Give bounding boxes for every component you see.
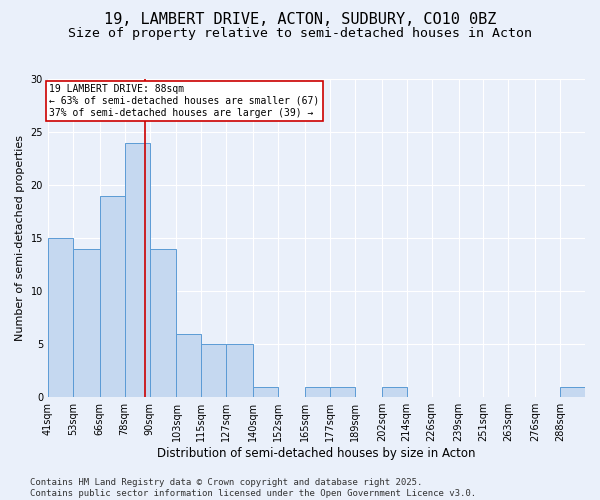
- Bar: [100, 196, 125, 397]
- Text: 19 LAMBERT DRIVE: 88sqm
← 63% of semi-detached houses are smaller (67)
37% of se: 19 LAMBERT DRIVE: 88sqm ← 63% of semi-de…: [49, 84, 319, 117]
- Bar: [48, 238, 73, 397]
- Bar: [226, 344, 253, 397]
- Bar: [330, 386, 355, 397]
- Bar: [149, 248, 176, 397]
- Bar: [560, 386, 585, 397]
- Text: Size of property relative to semi-detached houses in Acton: Size of property relative to semi-detach…: [68, 28, 532, 40]
- Text: 19, LAMBERT DRIVE, ACTON, SUDBURY, CO10 0BZ: 19, LAMBERT DRIVE, ACTON, SUDBURY, CO10 …: [104, 12, 496, 28]
- X-axis label: Distribution of semi-detached houses by size in Acton: Distribution of semi-detached houses by …: [157, 447, 476, 460]
- Text: Contains HM Land Registry data © Crown copyright and database right 2025.
Contai: Contains HM Land Registry data © Crown c…: [30, 478, 476, 498]
- Bar: [253, 386, 278, 397]
- Y-axis label: Number of semi-detached properties: Number of semi-detached properties: [15, 135, 25, 341]
- Bar: [176, 334, 202, 397]
- Bar: [73, 248, 100, 397]
- Bar: [382, 386, 407, 397]
- Bar: [125, 142, 149, 397]
- Bar: [305, 386, 330, 397]
- Bar: [202, 344, 226, 397]
